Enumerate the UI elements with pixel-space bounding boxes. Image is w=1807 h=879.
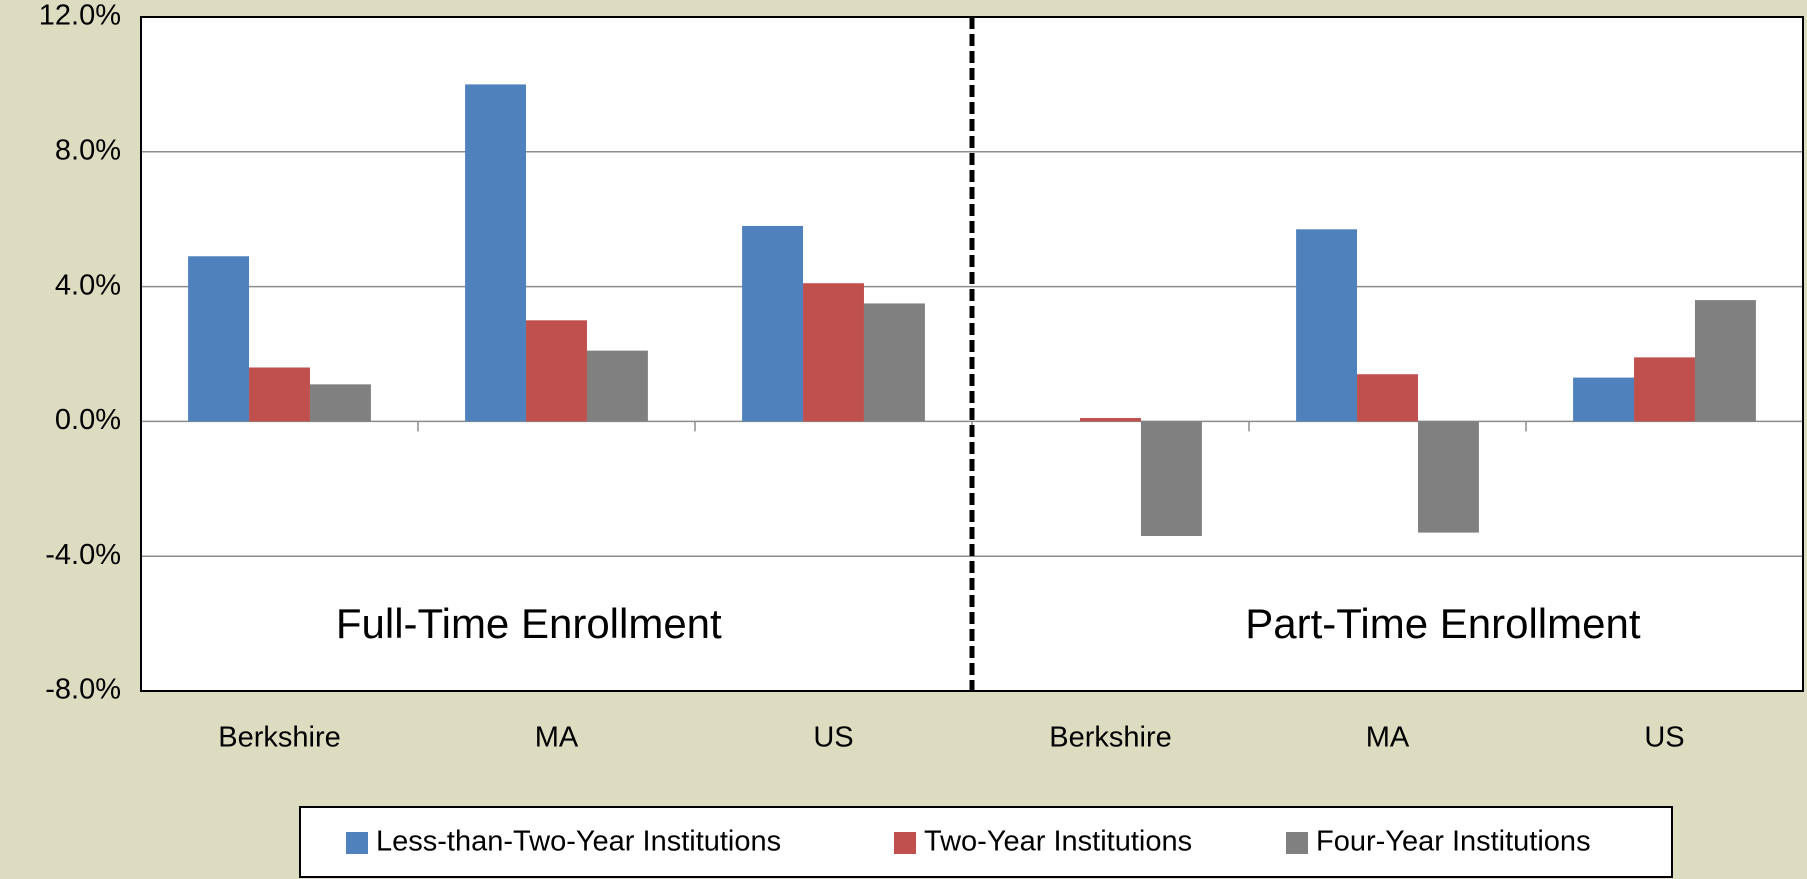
bar xyxy=(1694,300,1756,422)
y-tick-label: -8.0% xyxy=(45,674,121,706)
bar xyxy=(465,84,527,422)
legend-label: Four-Year Institutions xyxy=(1316,826,1591,858)
y-tick-label: 8.0% xyxy=(55,134,121,166)
legend-label: Two-Year Institutions xyxy=(924,826,1192,858)
x-tick-label: Berkshire xyxy=(1049,722,1172,754)
legend-swatch xyxy=(1286,832,1308,854)
bar xyxy=(1417,421,1479,533)
bar xyxy=(863,303,925,422)
annotation: Full-Time Enrollment xyxy=(336,600,722,647)
bar xyxy=(1634,357,1695,422)
bar xyxy=(586,350,648,422)
y-tick-label: 4.0% xyxy=(55,269,121,301)
bar xyxy=(1357,374,1418,422)
x-tick-label: US xyxy=(813,722,853,754)
legend-swatch xyxy=(346,832,368,854)
legend-box xyxy=(299,806,1673,878)
bar xyxy=(309,384,371,422)
legend-label: Less-than-Two-Year Institutions xyxy=(376,826,781,858)
x-tick-label: US xyxy=(1644,722,1684,754)
bar xyxy=(1573,377,1635,422)
bar xyxy=(526,320,587,422)
bar xyxy=(188,256,250,422)
bar xyxy=(1296,229,1358,422)
y-tick-label: -4.0% xyxy=(45,539,121,571)
x-tick-label: Berkshire xyxy=(218,722,341,754)
bar xyxy=(742,225,804,422)
y-tick-label: 0.0% xyxy=(55,404,121,436)
legend-swatch xyxy=(894,832,916,854)
annotation: Part-Time Enrollment xyxy=(1245,600,1641,647)
x-tick-label: MA xyxy=(1366,722,1410,754)
x-tick-label: MA xyxy=(535,722,579,754)
bar xyxy=(1140,421,1202,536)
bar xyxy=(803,283,864,422)
y-tick-label: 12.0% xyxy=(39,0,121,32)
bar xyxy=(249,367,310,422)
bar xyxy=(1080,418,1141,422)
